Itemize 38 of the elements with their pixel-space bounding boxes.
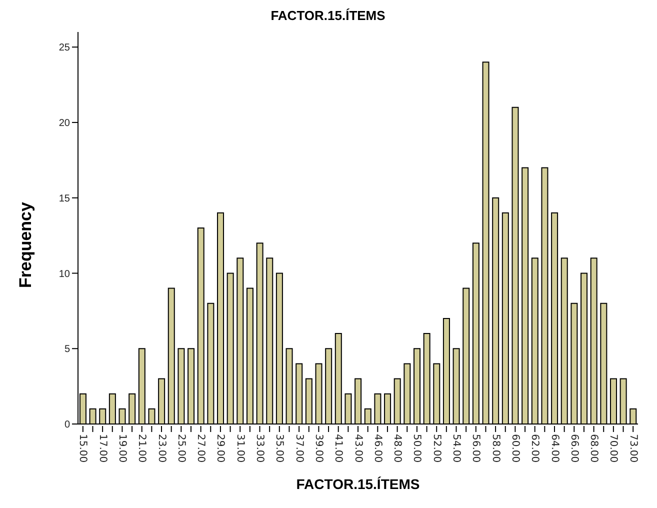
x-tick-label: 62.00: [529, 434, 540, 463]
x-tick-label: 23.00: [156, 434, 167, 463]
x-tick-label: 43.00: [352, 434, 364, 463]
x-tick-label: 15.00: [77, 434, 88, 463]
x-tick-label: 35.00: [274, 434, 285, 463]
x-tick-label: 73.00: [627, 434, 638, 463]
x-tick-label: 39.00: [312, 434, 324, 463]
x-tick-label: 41.00: [332, 434, 344, 463]
x-tick-label: 27.00: [195, 434, 206, 463]
x-tick-label: 54.00: [450, 434, 462, 463]
x-tick-label: 19.00: [116, 434, 128, 463]
y-axis-title: Frequency: [16, 202, 35, 288]
x-tick-label: 37.00: [293, 434, 304, 463]
x-tick-label: 52.00: [430, 434, 442, 463]
x-tick-label: 17.00: [96, 434, 108, 463]
x-tick-label: 46.00: [372, 434, 383, 463]
y-tick-label: 20: [58, 118, 70, 130]
y-tick-label: 10: [58, 268, 70, 280]
y-tick-label: 0: [64, 420, 70, 431]
x-tick-label: 29.00: [214, 434, 226, 463]
x-tick-label: 68.00: [588, 434, 600, 463]
y-tick-label: 15: [58, 193, 70, 204]
x-tick-label: 58.00: [490, 434, 501, 463]
x-tick-label: 70.00: [608, 434, 619, 463]
x-tick-label: 60.00: [509, 434, 520, 463]
y-tick-label: 5: [64, 344, 70, 356]
x-tick-label: 50.00: [411, 434, 422, 463]
x-tick-label: 56.00: [470, 434, 482, 463]
x-tick-label: 66.00: [568, 434, 580, 463]
x-tick-label: 48.00: [392, 434, 403, 463]
x-tick-label: 25.00: [175, 434, 186, 463]
x-tick-label: 33.00: [254, 434, 266, 463]
x-axis-title: FACTOR.15.ÍTEMS: [295, 476, 421, 492]
chart-title: FACTOR.15.ÍTEMS: [270, 8, 386, 25]
y-tick-label: 25: [58, 42, 70, 54]
x-tick-label: 31.00: [234, 434, 246, 463]
x-tick-label: 64.00: [548, 434, 560, 463]
x-tick-label: 21.00: [136, 434, 148, 463]
